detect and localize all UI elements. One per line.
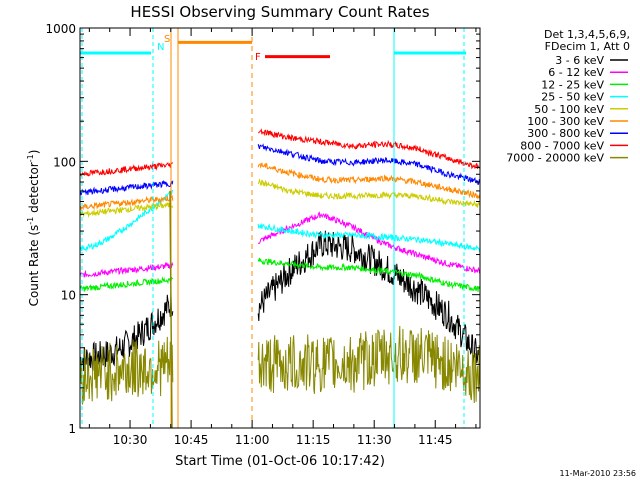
series-9-pre bbox=[79, 336, 174, 405]
legend-label-9: 7000 - 20000 keV bbox=[506, 152, 604, 165]
series-3 bbox=[79, 257, 481, 292]
series-5-pre bbox=[79, 201, 174, 218]
series-6-pre bbox=[79, 195, 174, 212]
flag-label-n: N bbox=[157, 42, 164, 53]
series-1-pre bbox=[79, 292, 174, 372]
footer-date: 11-Mar-2010 23:56 bbox=[560, 469, 637, 478]
legend-label-8: 800 - 7000 keV bbox=[520, 139, 604, 152]
series-2-pre bbox=[79, 261, 174, 278]
series-5-post bbox=[257, 178, 481, 208]
series-1-post bbox=[257, 230, 481, 365]
series-5 bbox=[79, 178, 481, 218]
series-4-pre bbox=[79, 189, 174, 253]
legend: Det 1,3,4,5,6,9, FDecim 1, Att 0 3 - 6 k… bbox=[506, 28, 630, 165]
series-6-post bbox=[257, 162, 481, 200]
y-tick-label-2: 100 bbox=[53, 155, 76, 169]
series-7 bbox=[79, 143, 481, 196]
plot-area: NS F bbox=[79, 28, 481, 429]
legend-label-1: 3 - 6 keV bbox=[555, 54, 604, 67]
gap-edge-left bbox=[169, 190, 173, 429]
x-axis-label: Start Time (01-Oct-06 10:17:42) bbox=[175, 454, 385, 469]
y-tick-label-0: 1 bbox=[68, 422, 76, 436]
legend-label-5: 50 - 100 keV bbox=[534, 103, 604, 116]
series-9 bbox=[79, 325, 481, 405]
series-8 bbox=[79, 128, 481, 178]
series-4 bbox=[79, 189, 481, 253]
legend-label-4: 25 - 50 keV bbox=[541, 91, 604, 104]
series-4-post bbox=[257, 223, 481, 252]
y-tick-label-3: 1000 bbox=[45, 22, 76, 36]
series-3-pre bbox=[79, 276, 174, 292]
legend-label-6: 100 - 300 keV bbox=[527, 115, 604, 128]
x-tick-label-0: 10:30 bbox=[113, 433, 148, 447]
x-tick-label-3: 11:15 bbox=[296, 433, 331, 447]
x-tick-label-5: 11:45 bbox=[418, 433, 453, 447]
chart-title: HESSI Observing Summary Count Rates bbox=[130, 3, 429, 21]
y-axis-label: Count Rate (s-1 detector-1) bbox=[26, 150, 41, 307]
series-6 bbox=[79, 162, 481, 212]
series-8-post bbox=[258, 128, 481, 170]
flag-bars: NS F bbox=[80, 28, 466, 429]
axes: 10:30 10:45 11:00 11:15 11:30 11:45 1 10 100 1000 bbox=[45, 22, 480, 447]
plot-frame bbox=[79, 27, 481, 429]
x-tick-label-2: 11:00 bbox=[235, 433, 270, 447]
series-1 bbox=[79, 230, 481, 372]
legend-label-7: 300 - 800 keV bbox=[527, 127, 604, 140]
flag-label-s: S bbox=[164, 34, 170, 45]
series-2 bbox=[79, 211, 481, 278]
legend-header-line2: FDecim 1, Att 0 bbox=[545, 40, 630, 53]
legend-label-2: 6 - 12 keV bbox=[548, 66, 604, 79]
legend-label-3: 12 - 25 keV bbox=[541, 78, 604, 91]
series-3-post bbox=[257, 257, 481, 292]
series-9-post bbox=[257, 325, 481, 404]
legend-header-line1: Det 1,3,4,5,6,9, bbox=[544, 28, 630, 41]
series-7-pre bbox=[79, 179, 174, 196]
y-tick-label-1: 10 bbox=[61, 289, 76, 303]
series-8-pre bbox=[79, 162, 174, 178]
flag-label-f: F bbox=[255, 52, 261, 63]
series-7-post bbox=[257, 143, 481, 186]
x-tick-label-1: 10:45 bbox=[174, 433, 209, 447]
x-tick-label-4: 11:30 bbox=[357, 433, 392, 447]
